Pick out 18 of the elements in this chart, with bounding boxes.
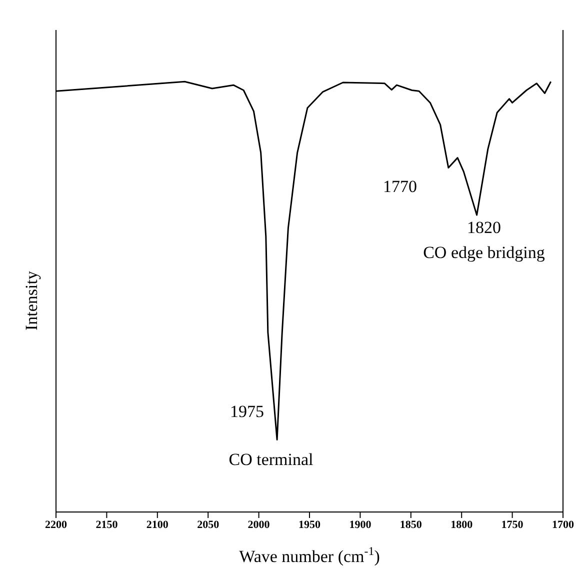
x-tick-label: 2200 bbox=[45, 518, 68, 531]
x-tick-label: 1750 bbox=[501, 518, 524, 531]
annotation: 1770 bbox=[383, 177, 417, 197]
y-axis-title: Intensity bbox=[22, 270, 42, 330]
annotation: CO edge bridging bbox=[423, 243, 545, 263]
x-tick-label: 2050 bbox=[197, 518, 220, 531]
x-tick-label: 1800 bbox=[450, 518, 474, 531]
x-tick-label: 2100 bbox=[146, 518, 169, 531]
x-tick-label: 2150 bbox=[96, 518, 118, 531]
x-tick-label: 1850 bbox=[400, 518, 422, 531]
x-tick-label: 2000 bbox=[248, 518, 270, 531]
annotation: 1975 bbox=[230, 402, 264, 422]
annotation: CO terminal bbox=[228, 450, 314, 470]
x-tick-label: 1900 bbox=[349, 518, 372, 531]
annotation: 1820 bbox=[467, 218, 501, 238]
x-tick-label: 1950 bbox=[298, 518, 321, 531]
x-axis-title: Wave number (cm$^{-1}$) bbox=[239, 544, 380, 566]
x-tick-label: 1700 bbox=[552, 518, 574, 531]
